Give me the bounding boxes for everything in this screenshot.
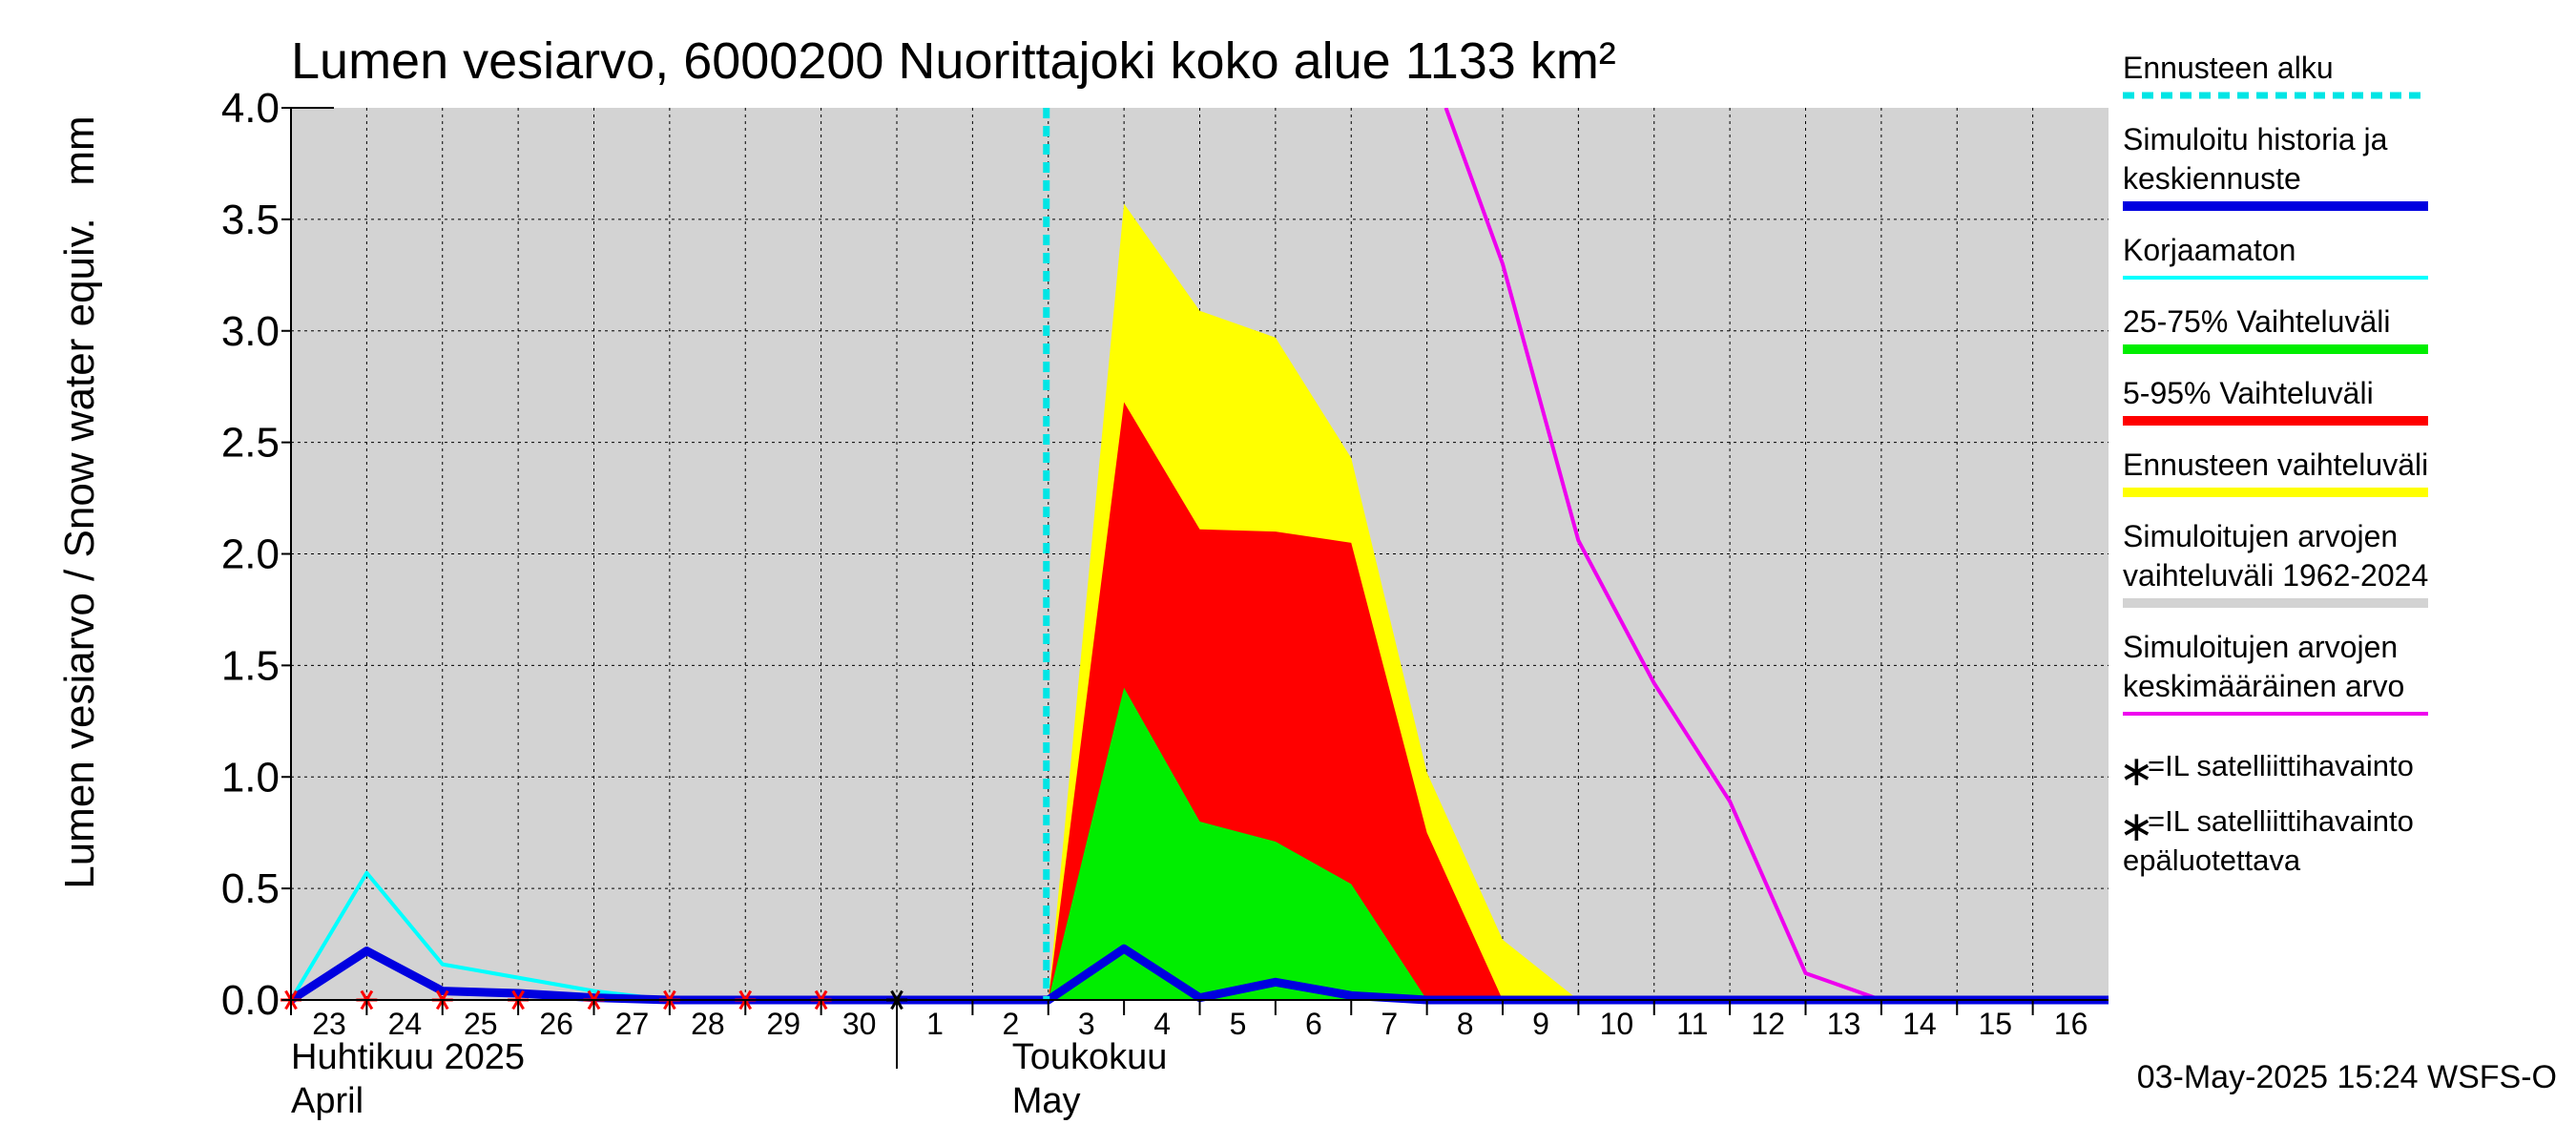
- legend-label-obs-reliable: =IL satelliittihavainto: [2148, 749, 2414, 782]
- x-tick-label: 26: [539, 1007, 573, 1041]
- legend-label-obs-unreliable: epäluotettava: [2123, 843, 2301, 877]
- legend-label-sim-history: Simuloitu historia ja: [2123, 122, 2388, 156]
- x-tick-label: 28: [691, 1007, 725, 1041]
- legend: Ennusteen alku Simuloitu historia ja keski…: [2119, 51, 2428, 877]
- legend-label-uncorrected: Korjaamaton: [2123, 233, 2296, 267]
- x-tick-label: 6: [1305, 1007, 1322, 1041]
- legend-label-band-25-75: 25-75% Vaihteluväli: [2123, 304, 2390, 339]
- x-tick-label: 24: [388, 1007, 423, 1041]
- y-tick-label: 0.5: [221, 865, 280, 912]
- x-tick-label: 27: [615, 1007, 650, 1041]
- x-tick-label: 5: [1230, 1007, 1247, 1041]
- month-label-en: April: [291, 1081, 364, 1121]
- y-axis-label: Lumen vesiarvo / Snow water equiv.: [56, 218, 103, 889]
- y-tick-label: 2.0: [221, 531, 280, 578]
- legend-label-band-5-95: 5-95% Vaihteluväli: [2123, 376, 2374, 410]
- y-tick-label: 1.0: [221, 754, 280, 801]
- y-tick-label: 4.0: [221, 85, 280, 132]
- y-tick-label: 3.5: [221, 197, 280, 243]
- legend-label-forecast-range: Ennusteen vaihteluväli: [2123, 448, 2428, 482]
- x-tick-label: 12: [1751, 1007, 1785, 1041]
- band-25-75: [1048, 687, 1427, 1000]
- legend-marker-obs-reliable: ∗: [2119, 748, 2154, 795]
- legend-label-sim-range: Simuloitujen arvojen: [2123, 519, 2398, 553]
- month-label-en: May: [1012, 1081, 1081, 1121]
- legend-label-sim-mean: Simuloitujen arvojen: [2123, 630, 2398, 664]
- x-tick-label: 15: [1978, 1007, 2012, 1041]
- legend-label-forecast-start: Ennusteen alku: [2123, 51, 2334, 85]
- x-tick-label: 4: [1153, 1007, 1171, 1041]
- y-tick-label: 1.5: [221, 642, 280, 689]
- plot-area: [280, 108, 2109, 1010]
- x-tick-label: 14: [1902, 1007, 1937, 1041]
- x-tick-label: 13: [1827, 1007, 1861, 1041]
- x-tick-label: 29: [766, 1007, 800, 1041]
- legend-label-obs-unreliable: =IL satelliittihavainto: [2148, 804, 2414, 838]
- month-label-fi: Huhtikuu 2025: [291, 1037, 525, 1077]
- x-tick-label: 2: [1002, 1007, 1019, 1041]
- y-tick-label: 0.0: [221, 977, 280, 1024]
- x-tick-label: 7: [1381, 1007, 1398, 1041]
- x-tick-label: 23: [312, 1007, 346, 1041]
- legend-label-sim-history: keskiennuste: [2123, 161, 2301, 196]
- x-tick-label: 1: [926, 1007, 944, 1041]
- y-tick-label: 3.0: [221, 308, 280, 355]
- x-tick-label: 16: [2054, 1007, 2088, 1041]
- x-tick-label: 10: [1600, 1007, 1634, 1041]
- x-tick-label: 3: [1078, 1007, 1095, 1041]
- month-label-fi: Toukokuu: [1012, 1037, 1168, 1077]
- x-tick-label: 30: [842, 1007, 877, 1041]
- chart-title: Lumen vesiarvo, 6000200 Nuorittajoki kok…: [291, 32, 1616, 90]
- axes: 0.00.51.01.52.02.53.03.54.023 24 25 26 27 28 2…: [221, 85, 2109, 1121]
- footer-timestamp: 03-May-2025 15:24 WSFS-O: [2137, 1059, 2557, 1095]
- y-axis-unit: mm: [56, 115, 103, 185]
- x-tick-label: 25: [464, 1007, 498, 1041]
- y-tick-label: 2.5: [221, 420, 280, 467]
- x-tick-label: 9: [1532, 1007, 1549, 1041]
- mean-line: [1444, 108, 2109, 1000]
- x-tick-label: 8: [1457, 1007, 1474, 1041]
- legend-marker-obs-unreliable: ∗: [2119, 803, 2154, 850]
- legend-label-sim-mean: keskimääräinen arvo: [2123, 669, 2404, 703]
- x-tick-label: 11: [1676, 1007, 1708, 1041]
- line-series: [1444, 108, 2109, 1000]
- legend-label-sim-range: vaihteluväli 1962-2024: [2123, 558, 2428, 593]
